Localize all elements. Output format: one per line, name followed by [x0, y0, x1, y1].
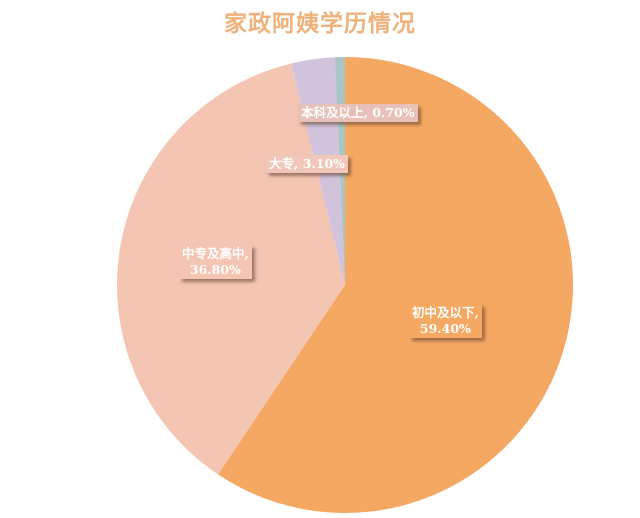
label-bachelor: 本科及以上, 0.70%	[298, 104, 418, 122]
chart-title: 家政阿姨学历情况	[224, 10, 416, 37]
label-value: 59.40%	[419, 321, 471, 336]
label-junior-high: 初中及以下, 59.40%	[409, 304, 482, 338]
label-high-school: 中专及高中, 36.80%	[179, 245, 252, 279]
label-text: 初中及以下,	[412, 305, 479, 320]
label-value: 36.80%	[189, 262, 241, 277]
label-text: 中专及高中,	[182, 246, 249, 261]
pie-slice-0	[218, 57, 573, 513]
label-text: 本科及以上, 0.70%	[301, 105, 415, 120]
label-college: 大专, 3.10%	[266, 155, 349, 173]
label-text: 大专, 3.10%	[269, 156, 346, 171]
